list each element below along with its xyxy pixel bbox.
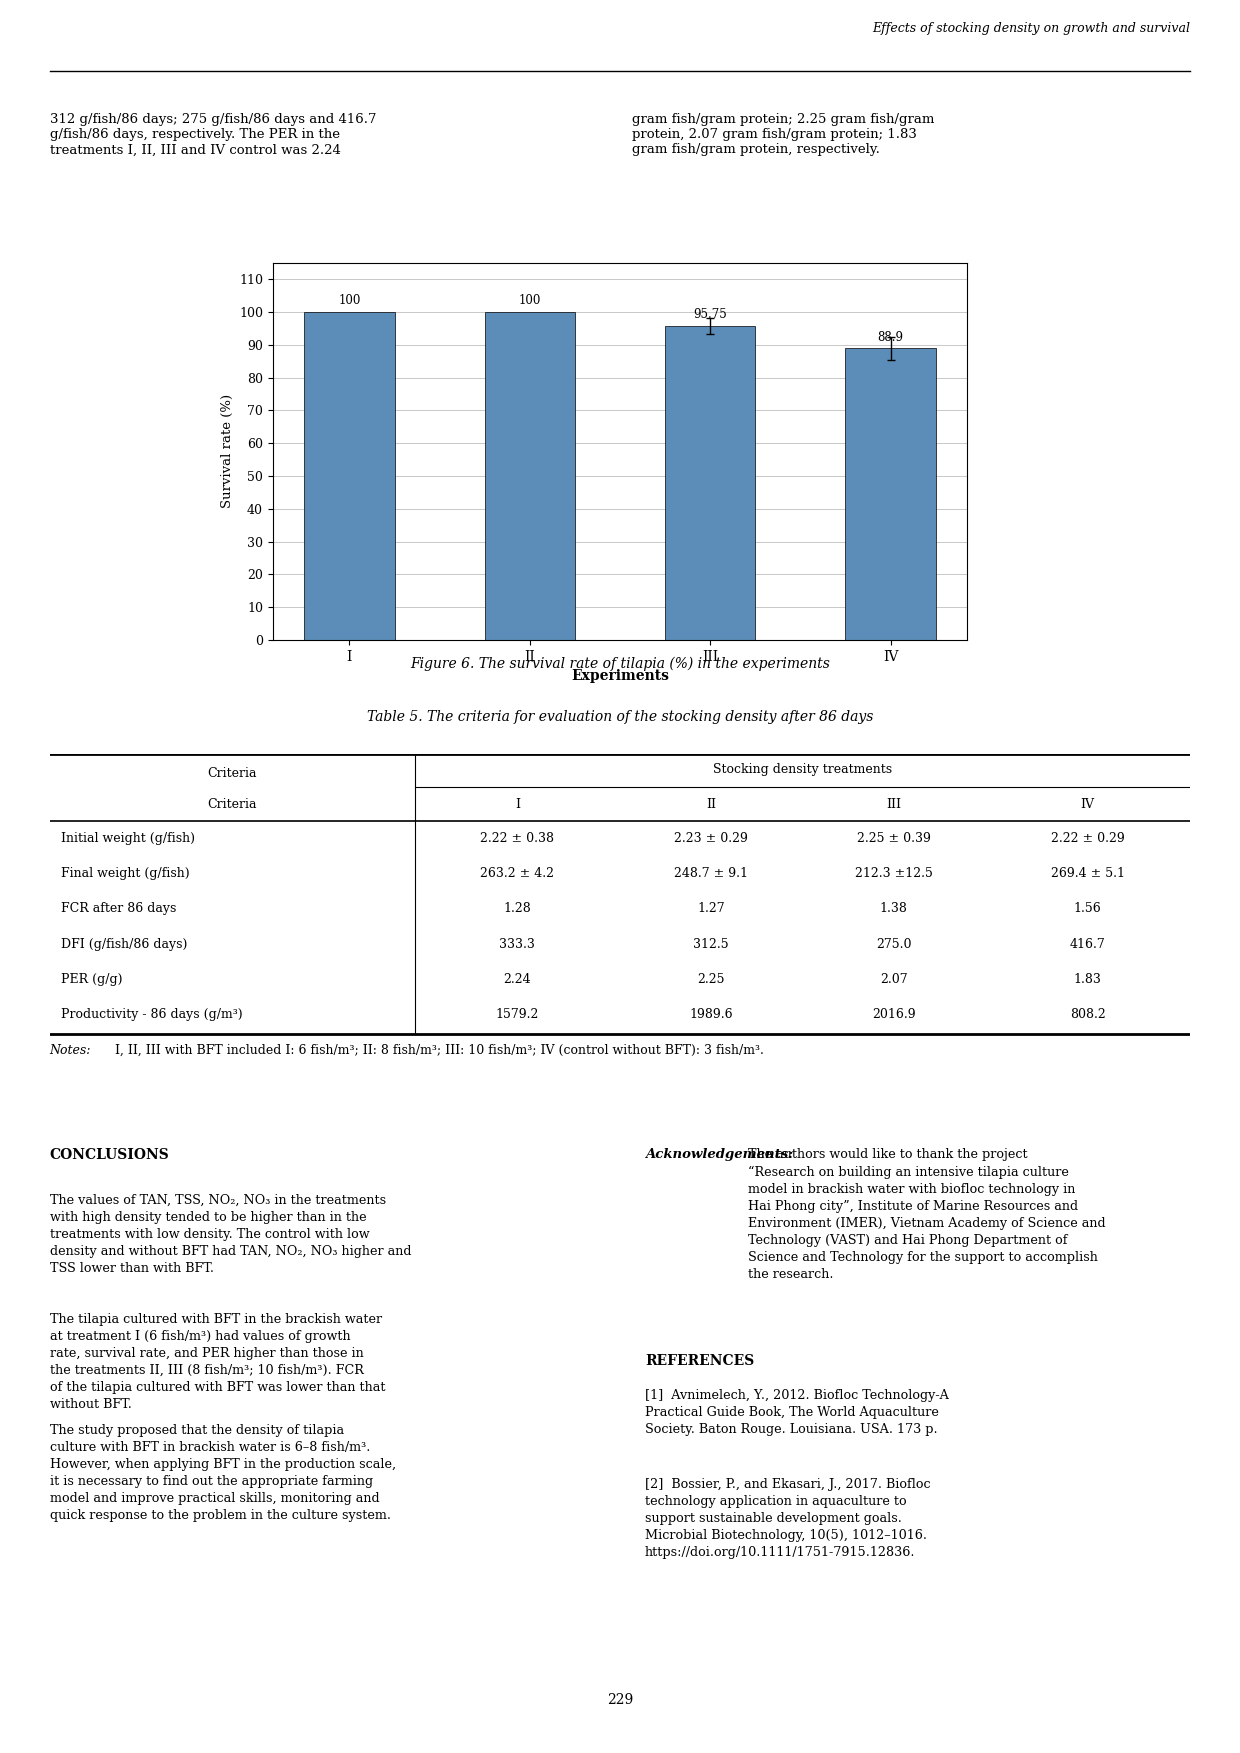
Text: 1989.6: 1989.6 [689,1008,733,1022]
Bar [304,312,394,640]
Text: Table 5. The criteria for evaluation of the stocking density after 86 days: Table 5. The criteria for evaluation of … [367,710,873,724]
Text: 269.4 ± 5.1: 269.4 ± 5.1 [1050,868,1125,880]
Text: Initial weight (g/fish): Initial weight (g/fish) [61,833,195,845]
Text: The values of TAN, TSS, NO₂, NO₃ in the treatments
with high density tended to b: The values of TAN, TSS, NO₂, NO₃ in the … [50,1194,412,1274]
Text: 1.83: 1.83 [1074,973,1101,985]
Text: [2]  Bossier, P., and Ekasari, J., 2017. Biofloc
technology application in aquac: [2] Bossier, P., and Ekasari, J., 2017. … [645,1478,930,1558]
X-axis label: Experiments: Experiments [570,670,670,684]
Text: III: III [887,798,901,812]
Bar [665,326,755,640]
Text: The authors would like to thank the project
“Research on building an intensive t: The authors would like to thank the proj… [749,1148,1106,1280]
Bar [846,349,936,640]
Text: 229: 229 [606,1693,634,1707]
Text: 2.22 ± 0.29: 2.22 ± 0.29 [1050,833,1125,845]
Text: 2.24: 2.24 [503,973,531,985]
Text: 312.5: 312.5 [693,938,729,950]
Text: 275.0: 275.0 [875,938,911,950]
Text: I, II, III with BFT included I: 6 fish/m³; II: 8 fish/m³; III: 10 fish/m³; IV (c: I, II, III with BFT included I: 6 fish/m… [112,1045,764,1057]
Text: 2.25 ± 0.39: 2.25 ± 0.39 [857,833,931,845]
Text: 808.2: 808.2 [1070,1008,1106,1022]
Text: 263.2 ± 4.2: 263.2 ± 4.2 [480,868,554,880]
Bar [485,312,575,640]
Text: 248.7 ± 9.1: 248.7 ± 9.1 [675,868,748,880]
Text: 2.22 ± 0.38: 2.22 ± 0.38 [480,833,554,845]
Text: 88.9: 88.9 [878,331,904,344]
Text: gram fish/gram protein; 2.25 gram fish/gram
protein, 2.07 gram fish/gram protein: gram fish/gram protein; 2.25 gram fish/g… [632,114,935,156]
Text: 2.25: 2.25 [698,973,725,985]
Text: 100: 100 [339,295,361,307]
Text: Acknowledgements:: Acknowledgements: [645,1148,792,1160]
Text: DFI (g/fish/86 days): DFI (g/fish/86 days) [61,938,187,950]
Text: 95.75: 95.75 [693,309,727,321]
Text: 333.3: 333.3 [500,938,536,950]
Text: [1]  Avnimelech, Y., 2012. Biofloc Technology-A
Practical Guide Book, The World : [1] Avnimelech, Y., 2012. Biofloc Techno… [645,1388,949,1436]
Text: Stocking density treatments: Stocking density treatments [713,763,892,777]
Text: Criteria: Criteria [207,766,257,780]
Text: I: I [515,798,520,812]
Text: Figure 6. The survival rate of tilapia (%) in the experiments: Figure 6. The survival rate of tilapia (… [410,657,830,671]
Text: 1.56: 1.56 [1074,903,1101,915]
Text: Notes:: Notes: [50,1045,91,1057]
Text: 1579.2: 1579.2 [496,1008,539,1022]
Text: Final weight (g/fish): Final weight (g/fish) [61,868,190,880]
Text: 1.38: 1.38 [880,903,908,915]
Text: PER (g/g): PER (g/g) [61,973,123,985]
Text: Productivity - 86 days (g/m³): Productivity - 86 days (g/m³) [61,1008,243,1022]
Text: Criteria: Criteria [207,798,257,812]
Text: 100: 100 [518,295,541,307]
Text: II: II [707,798,717,812]
Y-axis label: Survival rate (%): Survival rate (%) [221,394,233,508]
Text: 1.27: 1.27 [697,903,725,915]
Text: IV: IV [1081,798,1095,812]
Text: 2.07: 2.07 [880,973,908,985]
Text: 2016.9: 2016.9 [872,1008,915,1022]
Text: 212.3 ±12.5: 212.3 ±12.5 [854,868,932,880]
Text: The tilapia cultured with BFT in the brackish water
at treatment I (6 fish/m³) h: The tilapia cultured with BFT in the bra… [50,1313,386,1411]
Text: Effects of stocking density on growth and survival: Effects of stocking density on growth an… [873,23,1190,35]
Text: 2.23 ± 0.29: 2.23 ± 0.29 [675,833,748,845]
Text: REFERENCES: REFERENCES [645,1353,754,1367]
Text: 312 g/fish/86 days; 275 g/fish/86 days and 416.7
g/fish/86 days, respectively. T: 312 g/fish/86 days; 275 g/fish/86 days a… [50,114,376,156]
Text: 416.7: 416.7 [1070,938,1106,950]
Text: FCR after 86 days: FCR after 86 days [61,903,176,915]
Text: CONCLUSIONS: CONCLUSIONS [50,1148,170,1162]
Text: The study proposed that the density of tilapia
culture with BFT in brackish wate: The study proposed that the density of t… [50,1423,396,1522]
Text: 1.28: 1.28 [503,903,531,915]
